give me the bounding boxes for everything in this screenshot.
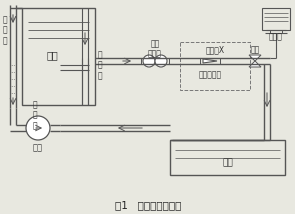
Circle shape	[143, 55, 155, 67]
Text: 计算机: 计算机	[269, 33, 283, 42]
Circle shape	[26, 116, 50, 140]
Bar	[22, 8, 95, 105]
Bar	[170, 140, 285, 175]
Text: 实验段X: 实验段X	[205, 46, 224, 55]
Polygon shape	[249, 55, 261, 61]
Bar	[200, 58, 220, 64]
Text: 溢
流
管: 溢 流 管	[98, 50, 102, 80]
Text: 水泵: 水泵	[33, 144, 43, 153]
Circle shape	[155, 55, 167, 67]
Polygon shape	[249, 61, 261, 67]
Text: 图1   实验装置示意图: 图1 实验装置示意图	[115, 200, 181, 210]
Text: 阀门: 阀门	[250, 46, 260, 55]
Text: 涡轮流量计: 涡轮流量计	[199, 70, 222, 79]
Bar	[141, 58, 169, 64]
Bar	[180, 42, 250, 90]
Text: 水池: 水池	[222, 158, 233, 167]
Text: 下
水
管: 下 水 管	[33, 100, 37, 130]
Bar	[262, 8, 290, 30]
Polygon shape	[203, 59, 217, 63]
Text: 水塔: 水塔	[46, 50, 58, 60]
Text: 电磁
流量计: 电磁 流量计	[148, 39, 162, 59]
Text: 上
水
管: 上 水 管	[3, 15, 7, 45]
